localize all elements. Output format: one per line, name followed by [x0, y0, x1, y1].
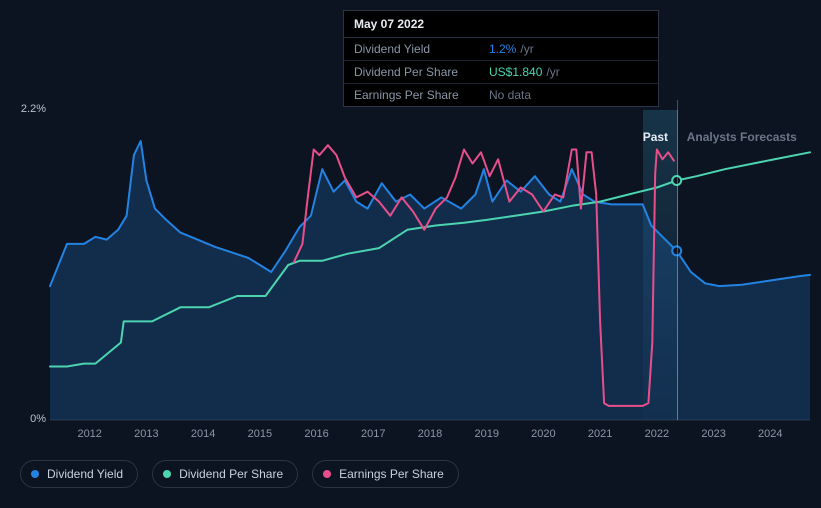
- tooltip-row: Dividend Per ShareUS$1.840/yr: [344, 61, 658, 84]
- y-tick: 2.2%: [0, 103, 46, 115]
- x-tick: 2014: [191, 428, 215, 440]
- tooltip-row-label: Dividend Per Share: [354, 65, 489, 79]
- tooltip-date: May 07 2022: [344, 11, 658, 38]
- legend-dot-icon: [323, 470, 331, 478]
- tooltip-row-value: No data: [489, 88, 531, 102]
- x-tick: 2016: [304, 428, 328, 440]
- x-tick: 2019: [474, 428, 498, 440]
- plot-svg: [50, 110, 810, 420]
- legend-item-label: Dividend Per Share: [179, 467, 283, 481]
- x-tick: 2018: [418, 428, 442, 440]
- y-tick: 0%: [0, 413, 46, 425]
- x-tick: 2015: [248, 428, 272, 440]
- x-tick: 2013: [134, 428, 158, 440]
- tooltip-row-value: 1.2%/yr: [489, 42, 534, 56]
- x-tick: 2021: [588, 428, 612, 440]
- x-tick: 2020: [531, 428, 555, 440]
- x-tick: 2024: [758, 428, 782, 440]
- tooltip-row-value: US$1.840/yr: [489, 65, 560, 79]
- legend-dot-icon: [163, 470, 171, 478]
- area-dividend_yield: [50, 141, 810, 420]
- legend-item-earnings_per_share[interactable]: Earnings Per Share: [312, 460, 459, 488]
- legend-item-dividend_yield[interactable]: Dividend Yield: [20, 460, 138, 488]
- plot-area[interactable]: [50, 110, 810, 420]
- past-forecast-divider: [677, 100, 678, 420]
- legend-item-label: Earnings Per Share: [339, 467, 444, 481]
- divider-label-past: Past: [643, 130, 668, 144]
- dividend-chart: 0% 2.2% Past Analysts Forecasts 2012 2013 2…: [0, 0, 821, 508]
- chart-legend: Dividend Yield Dividend Per Share Earnings…: [20, 460, 459, 488]
- tooltip-row: Earnings Per ShareNo data: [344, 84, 658, 106]
- legend-item-label: Dividend Yield: [47, 467, 123, 481]
- tooltip-row-label: Earnings Per Share: [354, 88, 489, 102]
- chart-tooltip: May 07 2022 Dividend Yield1.2%/yrDividen…: [343, 10, 659, 107]
- divider-label-forecast: Analysts Forecasts: [687, 130, 797, 144]
- x-tick: 2012: [77, 428, 101, 440]
- tooltip-row-label: Dividend Yield: [354, 42, 489, 56]
- legend-dot-icon: [31, 470, 39, 478]
- x-tick: 2022: [645, 428, 669, 440]
- legend-item-dividend_per_share[interactable]: Dividend Per Share: [152, 460, 298, 488]
- x-tick: 2023: [701, 428, 725, 440]
- tooltip-row: Dividend Yield1.2%/yr: [344, 38, 658, 61]
- x-tick: 2017: [361, 428, 385, 440]
